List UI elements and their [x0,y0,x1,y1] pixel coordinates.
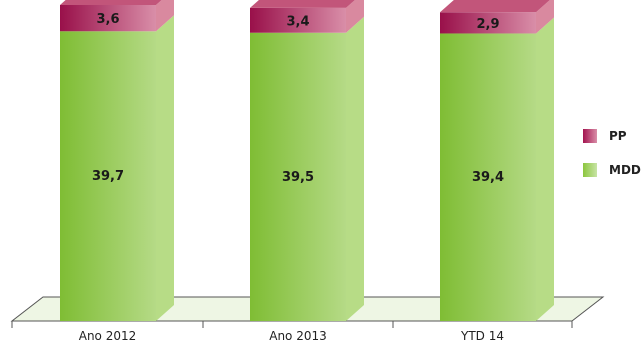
bar-side-pp-2 [536,0,554,34]
data-label-pp-0: 3,6 [96,12,119,27]
bar-side-pp-1 [346,0,364,33]
bar-pp-1 [250,7,346,33]
bar-top-2 [440,0,550,13]
legend-swatch-pp [583,129,597,143]
x-tick-label-1: Ano 2013 [269,329,327,343]
bar-top-0 [60,0,162,5]
bar-mdd-1 [250,32,346,321]
x-tick-label-2: YTD 14 [460,329,504,343]
data-label-mdd-1: 39,5 [282,170,314,185]
legend: PP MDD [583,128,641,196]
legend-label-pp: PP [609,129,627,143]
data-label-mdd-2: 39,4 [472,170,504,185]
data-label-pp-1: 3,4 [286,14,309,29]
legend-swatch-mdd [583,163,597,177]
bar-pp-2 [440,12,536,34]
bar-mdd-0 [60,31,156,321]
legend-item-mdd: MDD [583,162,641,178]
data-label-mdd-0: 39,7 [92,169,124,184]
legend-item-pp: PP [583,128,641,144]
bar-mdd-2 [440,33,536,322]
legend-label-mdd: MDD [609,163,641,177]
x-tick-label-0: Ano 2012 [79,329,137,343]
bar-top-1 [250,0,355,8]
data-label-pp-2: 2,9 [476,17,499,32]
bar-side-mdd-0 [156,15,174,321]
bar-side-mdd-1 [346,16,364,321]
bar-side-pp-0 [156,0,174,32]
bar-side-mdd-2 [536,17,554,322]
bar-pp-0 [60,5,156,32]
